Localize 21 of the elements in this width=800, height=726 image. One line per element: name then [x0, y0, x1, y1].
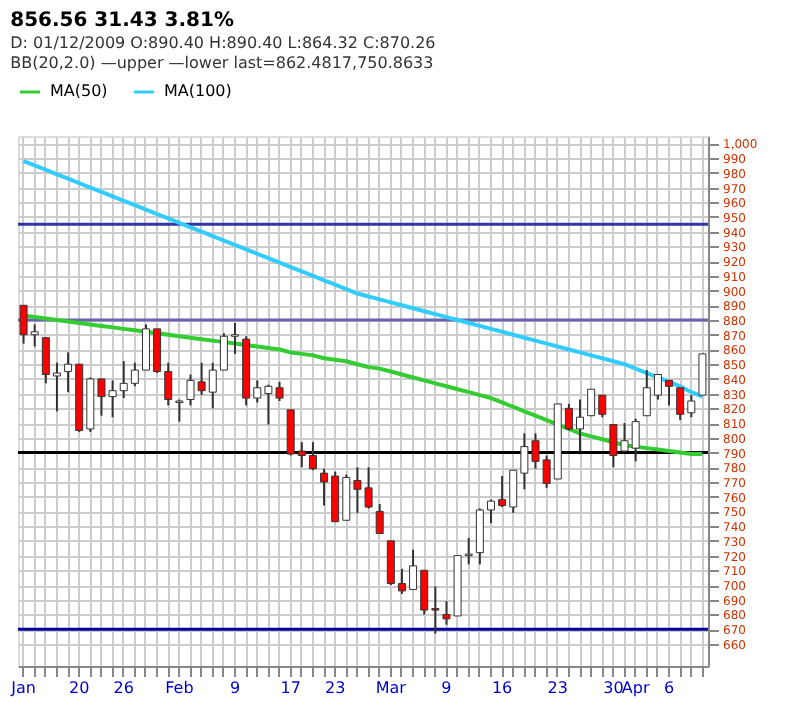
x-tick-label: 16 — [491, 679, 513, 697]
x-tick-label: 20 — [69, 679, 90, 697]
x-tick-label: 23 — [547, 679, 568, 697]
legend-label: MA(50) — [50, 82, 108, 100]
x-tick-label: 23 — [324, 679, 346, 697]
candlestick — [375, 503, 384, 535]
x-tick-label: 9 — [229, 679, 241, 697]
x-tick-label: 26 — [113, 679, 134, 697]
x-tick-label: Apr — [621, 679, 651, 697]
chart-title: 856.56 31.43 3.81% — [10, 10, 234, 32]
candlestick — [698, 352, 707, 397]
text: BB(20,2.0) —upper —lower last=862.4817,750.8633 — [10, 54, 434, 72]
x-tick-label: Jan — [9, 679, 36, 697]
x-tick-label: Feb — [165, 679, 194, 697]
legend-label: MA(100) — [164, 82, 232, 100]
x-tick-label: 9 — [441, 679, 452, 697]
x-tick-label: 6 — [663, 679, 675, 697]
chart-subtitle: D: 01/12/2009 O:890.40 H:890.40 L:864.32 C:870.26 — [10, 34, 436, 52]
x-tick-label: 30 — [603, 679, 624, 697]
x-tick-label: 17 — [280, 679, 301, 697]
x-tick-label: Mar — [375, 679, 408, 697]
